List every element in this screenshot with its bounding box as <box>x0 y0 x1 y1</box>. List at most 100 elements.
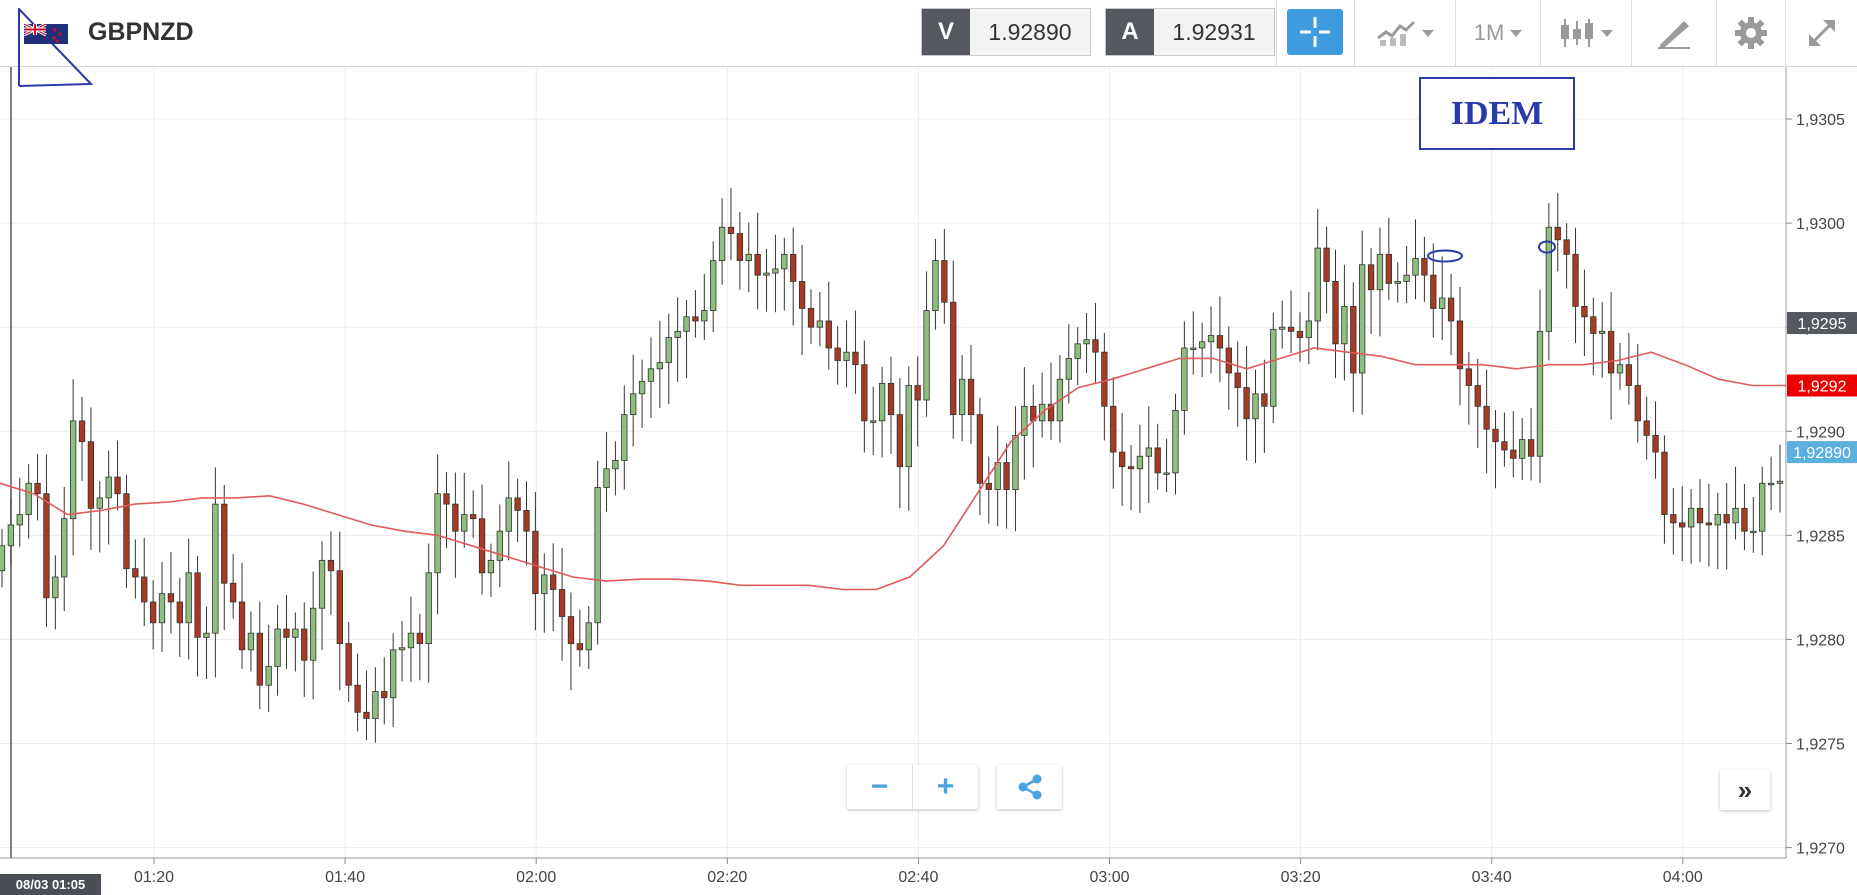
candle-down <box>1430 274 1437 309</box>
candle-up <box>638 380 646 395</box>
candle-down <box>736 233 744 261</box>
draw-tools-button[interactable] <box>1631 0 1716 66</box>
candle-up <box>1305 320 1312 339</box>
candle-down <box>1634 385 1641 422</box>
candle-up <box>674 330 681 339</box>
chart-toolbar: GBPNZD V 1.92890 A 1.92931 1M <box>0 0 1857 87</box>
candle-up <box>461 514 468 532</box>
candle-down <box>1652 435 1659 453</box>
ask-price-box[interactable]: A 1.92931 <box>1105 8 1275 56</box>
candle-down <box>1705 522 1713 526</box>
draw-tools-icon <box>1658 21 1690 49</box>
candle-down <box>567 616 575 644</box>
candle-down <box>1492 428 1499 443</box>
price-chart[interactable]: 1,9305 1,9300 1,9295 1,9290 1,9285 1,9280 1,92… <box>0 67 1857 895</box>
timeframe-button[interactable]: 1M <box>1455 0 1540 66</box>
candle-up <box>1190 347 1197 350</box>
candle-down <box>114 476 121 495</box>
candle-up <box>1599 330 1606 334</box>
candle-down <box>1047 403 1055 422</box>
candle-down <box>514 497 521 511</box>
candle-down <box>1127 466 1135 470</box>
candle-down <box>1696 507 1704 524</box>
candle-up <box>1279 326 1286 330</box>
toolbar-divider <box>1276 0 1277 66</box>
candle-down <box>123 493 130 570</box>
scroll-right-button[interactable]: » <box>1720 770 1770 810</box>
candle-up <box>398 647 406 651</box>
candle-down <box>550 574 557 590</box>
line-chart-icon <box>1377 20 1416 46</box>
y-tick-label: 1,9290 <box>1796 424 1845 441</box>
expand-button[interactable] <box>1785 0 1857 66</box>
candle-up <box>1750 530 1757 534</box>
candle-down <box>1474 385 1481 407</box>
price-tag-label: 1,92890 <box>1793 445 1851 462</box>
candle-up <box>1616 364 1624 374</box>
crosshair-button[interactable] <box>1287 9 1343 55</box>
zoom-out-button[interactable]: − <box>847 765 913 809</box>
candle-down <box>1216 335 1224 349</box>
candle-up <box>158 593 166 624</box>
candle-up <box>292 628 299 638</box>
candle-down <box>798 281 806 309</box>
candle-down <box>914 385 921 401</box>
candle-down <box>1243 387 1250 420</box>
candle-up <box>1172 410 1179 474</box>
share-button[interactable] <box>997 765 1062 809</box>
price-tag-label: 1,9292 <box>1798 378 1847 395</box>
candle-down <box>221 503 228 584</box>
candle-down <box>1527 439 1535 457</box>
candle-down <box>941 260 948 303</box>
candle-up <box>994 462 1001 490</box>
x-tick-label: 03:40 <box>1472 869 1512 886</box>
candle-up <box>1394 281 1401 284</box>
candle-down <box>1723 514 1730 524</box>
candle-up <box>1439 297 1446 309</box>
idem-annotation: IDEM <box>1419 77 1575 150</box>
settings-button[interactable] <box>1716 0 1785 66</box>
collapse-corner-icon[interactable] <box>18 8 94 88</box>
candle-down <box>1625 364 1633 386</box>
x-tick-label: 04:00 <box>1663 869 1703 886</box>
candle-down <box>1581 305 1588 318</box>
zoom-in-button[interactable]: + <box>936 770 955 803</box>
bid-price-box[interactable]: V 1.92890 <box>921 8 1091 56</box>
candle-down <box>443 493 450 505</box>
candle-up <box>1021 405 1028 436</box>
chevron-down-icon <box>1510 29 1523 37</box>
candle-up <box>958 378 966 416</box>
candle-down <box>1510 449 1517 459</box>
candle-up <box>247 632 255 651</box>
candle-down <box>141 576 148 603</box>
candle-down <box>1679 522 1686 528</box>
candle-down <box>852 351 859 366</box>
bid-value: 1.92890 <box>970 9 1090 55</box>
candle-down <box>1465 368 1473 386</box>
candle-down <box>558 589 566 617</box>
chart-type-button[interactable] <box>1354 0 1455 66</box>
candle-up <box>932 260 939 311</box>
candle-down <box>807 308 815 328</box>
candle-up <box>594 487 601 624</box>
chevron-down-icon <box>1422 29 1434 37</box>
candle-up <box>541 574 548 595</box>
candle-down <box>1483 405 1490 430</box>
candle-up <box>61 518 68 578</box>
candle-up <box>843 351 850 361</box>
x-tick-label: 02:00 <box>516 869 556 886</box>
candle-up <box>1359 264 1366 374</box>
candle-up <box>656 362 664 370</box>
candle-down <box>1670 514 1677 524</box>
candle-up <box>1207 335 1215 343</box>
candle-up <box>25 482 32 515</box>
candle-up <box>1403 274 1410 282</box>
candle-up <box>203 632 210 638</box>
candle-up <box>1341 305 1348 345</box>
candle-style-button[interactable] <box>1540 0 1631 66</box>
ask-value: 1.92931 <box>1154 9 1274 55</box>
x-tick-label: 01:20 <box>134 869 174 886</box>
candle-down <box>1607 330 1615 374</box>
candle-up <box>701 310 708 322</box>
symbol-title[interactable]: GBPNZD <box>88 18 194 46</box>
